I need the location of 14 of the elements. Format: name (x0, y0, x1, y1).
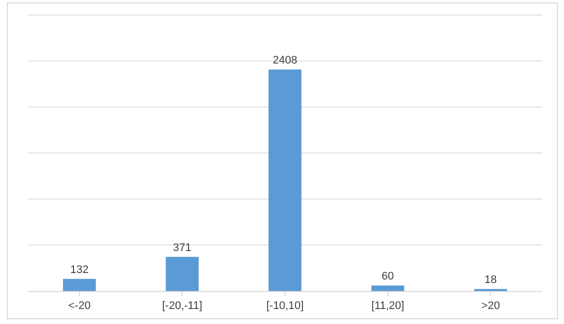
data-label: 371 (173, 242, 192, 254)
x-tick-label: [-20,-11] (162, 300, 202, 312)
bar (371, 285, 404, 291)
x-tick-label: <-20 (68, 300, 91, 312)
x-tick-label: [-10,10] (266, 300, 304, 312)
x-tick-label: >20 (481, 300, 500, 312)
x-tick-label: [11,20] (371, 300, 404, 312)
bar (268, 70, 302, 291)
bar (62, 278, 96, 291)
data-label: 18 (484, 274, 497, 286)
data-label: 60 (382, 270, 394, 282)
data-label: 132 (70, 264, 89, 276)
bar (166, 256, 199, 291)
data-label: 2408 (272, 54, 298, 67)
